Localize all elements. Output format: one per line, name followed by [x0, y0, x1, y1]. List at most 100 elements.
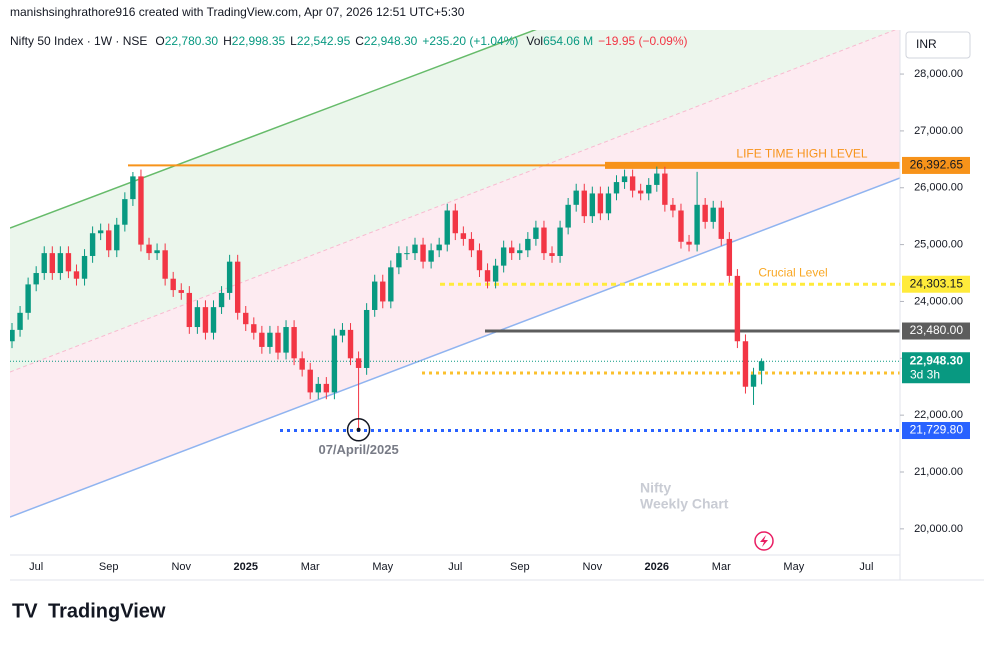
candle-body — [492, 265, 499, 282]
candle-body — [436, 244, 442, 251]
candle-body — [130, 176, 136, 200]
candle-body — [283, 327, 289, 353]
candle-body — [323, 383, 330, 393]
alert-icon — [754, 531, 774, 551]
axes: 20,000.0021,000.0022,000.0023,000.0024,0… — [29, 68, 970, 573]
candle-body — [251, 324, 257, 333]
candle-body — [97, 230, 104, 234]
channel — [10, 30, 900, 518]
level-badge — [902, 156, 970, 174]
ohlc-key: L — [290, 34, 297, 48]
annotation: 07/April/2025 — [318, 442, 398, 457]
candle-body — [621, 176, 628, 183]
candle-body — [718, 207, 724, 239]
candle-body — [637, 190, 644, 194]
candle-body — [178, 290, 184, 293]
candle-body — [702, 204, 708, 222]
logo-mark: TV — [12, 600, 38, 622]
level-text: LIFE TIME HIGH LEVEL — [736, 147, 867, 161]
volume: 654.06 M — [543, 34, 593, 48]
candle-body — [509, 247, 515, 254]
candle-body — [73, 271, 80, 279]
candle-body — [742, 341, 749, 387]
ohlc-value: 22,998.35 — [232, 34, 286, 48]
candle-body — [476, 250, 483, 271]
candle-body — [444, 210, 450, 245]
y-tick-label: 20,000.00 — [914, 523, 963, 535]
watermark: Weekly Chart — [640, 496, 729, 512]
change: +235.20 (+1.04%) — [422, 34, 518, 48]
candle-body — [57, 253, 64, 274]
candle-body — [10, 329, 15, 342]
candle-body — [605, 193, 612, 214]
candle-body — [758, 361, 765, 371]
level-badge — [902, 275, 970, 293]
currency[interactable]: INR — [916, 37, 937, 51]
candle-body — [210, 307, 217, 333]
x-tick-label: Jul — [448, 561, 462, 573]
candle-body — [452, 210, 458, 234]
candle-body — [291, 327, 297, 359]
candle-body — [89, 233, 96, 256]
currency-button[interactable] — [905, 31, 971, 59]
low-marker-dot — [356, 427, 361, 432]
candle-body — [613, 182, 620, 194]
alert-bolt — [760, 535, 768, 547]
candle-body — [138, 176, 144, 245]
candle-body — [41, 253, 47, 274]
level-badge-label: 21,729.80 — [910, 423, 964, 437]
candle-body — [275, 332, 281, 353]
candle-body — [299, 358, 305, 370]
candle-body — [670, 204, 676, 211]
attribution: manishsinghrathore916 created with Tradi… — [10, 5, 465, 19]
candle-body — [226, 261, 233, 293]
last-price-label: 22,948.30 — [910, 353, 964, 367]
candle-body — [726, 238, 733, 276]
candle-body — [162, 250, 168, 279]
x-tick-label: Nov — [171, 561, 191, 573]
symbol: Nifty 50 Index · 1W · NSE — [10, 34, 147, 48]
candle-body — [396, 253, 402, 268]
candle-body — [573, 190, 579, 205]
x-tick-label: Sep — [99, 561, 119, 573]
candle-body — [234, 261, 241, 313]
y-tick-label: 24,000.00 — [914, 295, 963, 307]
candle-body — [710, 207, 716, 222]
candle-body — [557, 227, 563, 256]
ohlc-key: C — [355, 34, 364, 48]
x-tick-label: May — [783, 561, 804, 573]
ohlc-key: O — [155, 34, 164, 48]
channel-bottom-line — [10, 177, 900, 518]
candle-body — [81, 255, 88, 279]
y-tick-label: 25,000.00 — [914, 239, 963, 251]
candle-body — [533, 227, 539, 239]
candle-body — [49, 253, 55, 274]
candle-body — [646, 184, 652, 194]
candle-body — [25, 284, 31, 313]
candle-body — [517, 250, 523, 254]
logo: TV TradingView — [12, 600, 166, 622]
candle-body — [428, 250, 434, 262]
candle-body — [372, 281, 378, 310]
candle-body — [629, 176, 636, 191]
watermark: Nifty — [640, 480, 671, 496]
ohlc-value: 22,780.30 — [165, 34, 219, 48]
candle-body — [549, 253, 555, 256]
candle-body — [355, 358, 362, 368]
ohlc-value: 22,542.95 — [297, 34, 351, 48]
candle-body — [565, 204, 571, 228]
y-tick-label: 21,000.00 — [914, 466, 963, 478]
candle-body — [525, 238, 531, 251]
level-badge — [902, 422, 970, 440]
candle-body — [678, 210, 684, 242]
x-tick-label: May — [372, 561, 393, 573]
x-tick-label: Mar — [301, 561, 320, 573]
candle-body — [339, 329, 346, 336]
candle-body — [597, 193, 604, 214]
candle-body — [331, 335, 338, 393]
plot: LIFE TIME HIGH LEVEL Crucial Level 07/Apri… — [10, 147, 900, 551]
low-marker — [346, 418, 371, 442]
x-tick-label: Jul — [29, 561, 43, 573]
